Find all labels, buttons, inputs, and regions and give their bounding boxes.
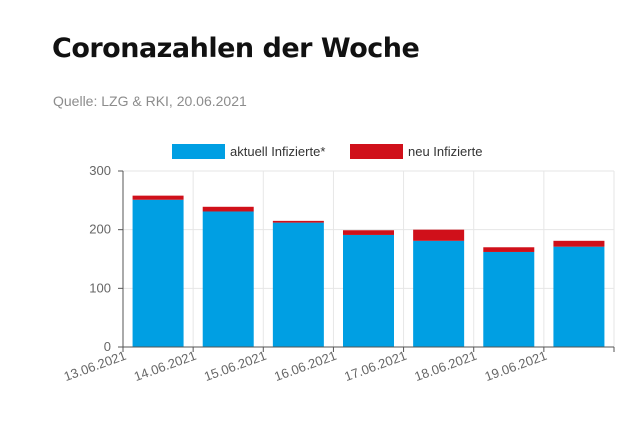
- bar-neu-infizierte[interactable]: [202, 206, 254, 212]
- source-note: Quelle: LZG & RKI, 20.06.2021: [53, 93, 247, 109]
- bar-neu-infizierte[interactable]: [413, 229, 465, 241]
- y-tick-label: 100: [89, 280, 111, 295]
- legend-swatch-neu[interactable]: [350, 144, 403, 159]
- x-tick-label: 17.06.2021: [342, 348, 408, 384]
- y-tick-label: 300: [89, 163, 111, 178]
- bar-aktuell-infizierte[interactable]: [553, 246, 605, 347]
- x-tick-label: 15.06.2021: [202, 348, 268, 384]
- x-tick-label: 18.06.2021: [412, 348, 478, 384]
- bar-neu-infizierte[interactable]: [553, 240, 605, 247]
- legend-swatch-aktuell[interactable]: [172, 144, 225, 159]
- bars-layer: [132, 195, 605, 347]
- bar-neu-infizierte[interactable]: [132, 195, 184, 200]
- bar-aktuell-infizierte[interactable]: [413, 240, 465, 347]
- bar-aktuell-infizierte[interactable]: [272, 222, 324, 347]
- bar-aktuell-infizierte[interactable]: [202, 211, 254, 347]
- bar-neu-infizierte[interactable]: [343, 230, 394, 235]
- bar-aktuell-infizierte[interactable]: [483, 251, 535, 347]
- page-title: Coronazahlen der Woche: [52, 33, 420, 64]
- x-tick-label: 19.06.2021: [483, 348, 549, 384]
- x-tick-label: 14.06.2021: [132, 348, 198, 384]
- x-tick-label: 13.06.2021: [62, 348, 128, 384]
- legend[interactable]: aktuell Infizierte* neu Infizierte: [172, 144, 482, 159]
- bar-aktuell-infizierte[interactable]: [132, 199, 184, 347]
- legend-label-aktuell[interactable]: aktuell Infizierte*: [230, 144, 325, 159]
- legend-label-neu[interactable]: neu Infizierte: [408, 144, 482, 159]
- y-tick-label: 200: [89, 222, 111, 237]
- bar-aktuell-infizierte[interactable]: [343, 234, 394, 347]
- x-tick-label: 16.06.2021: [272, 348, 338, 384]
- bar-neu-infizierte[interactable]: [483, 247, 535, 252]
- bar-neu-infizierte[interactable]: [272, 220, 324, 223]
- y-tick-label: 0: [104, 339, 111, 354]
